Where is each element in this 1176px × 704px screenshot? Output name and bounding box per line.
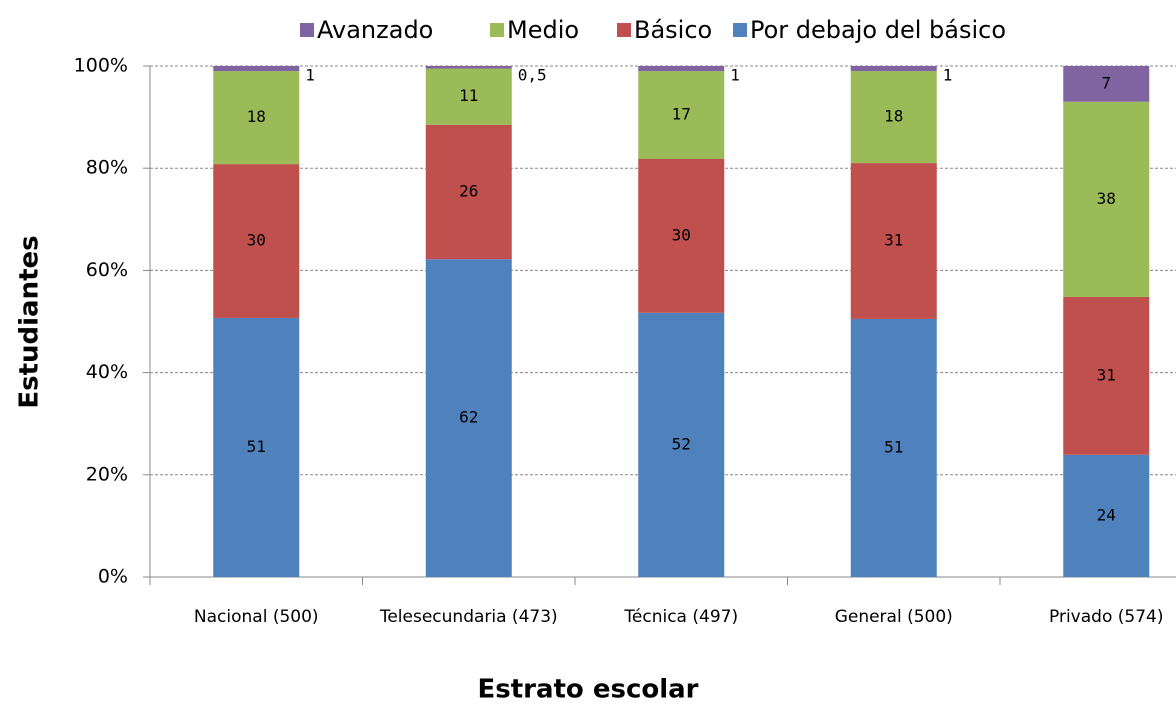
data-label: 31 (1097, 365, 1116, 384)
data-label: 52 (672, 434, 691, 453)
legend-label: Avanzado (317, 16, 433, 44)
bar-segment (638, 66, 725, 72)
data-label: 31 (884, 231, 903, 250)
bar-segment (425, 259, 512, 577)
x-tick-label: Nacional (500) (194, 607, 319, 627)
data-label: 30 (672, 225, 691, 244)
bar-segment (213, 164, 300, 318)
bar-segment (850, 71, 937, 164)
y-tick-label: 60% (86, 259, 128, 281)
y-tick-label: 40% (86, 361, 128, 383)
y-tick-label: 100% (74, 55, 128, 77)
bar-segment (850, 318, 937, 577)
bar-segment (425, 68, 512, 125)
bar-segment (1063, 66, 1150, 102)
data-label: 18 (884, 107, 903, 126)
data-label: 1 (730, 66, 740, 85)
bar-segment (850, 163, 937, 319)
data-label: 51 (247, 437, 266, 456)
bar-segment (638, 71, 725, 160)
data-label: 1 (305, 66, 315, 85)
data-label: 30 (247, 231, 266, 250)
bar-segment (638, 159, 725, 313)
data-label: 0,5 (518, 66, 547, 85)
bar-segment (850, 66, 937, 72)
legend-swatch (300, 23, 314, 37)
y-tick-label: 0% (98, 566, 128, 588)
data-label: 51 (884, 437, 903, 456)
bar-segment (1063, 454, 1150, 577)
legend-swatch (490, 23, 504, 37)
bar-segment (213, 71, 300, 165)
x-tick-label: Técnica (497) (623, 607, 738, 627)
bar-segment (425, 124, 512, 260)
y-axis-title: Estudiantes (15, 235, 45, 408)
data-label: 24 (1097, 505, 1116, 524)
x-axis-title: Estrato escolar (477, 675, 698, 704)
data-label: 18 (247, 107, 266, 126)
data-label: 62 (459, 408, 478, 427)
x-tick-label: General (500) (835, 607, 953, 627)
legend-label: Básico (634, 16, 712, 44)
x-tick-label: Privado (574) (1049, 607, 1163, 627)
data-label: 17 (672, 105, 691, 124)
x-tick-label: Telesecundaria (473) (379, 607, 558, 627)
legend-swatch (617, 23, 631, 37)
bar-segment (213, 66, 300, 72)
data-label: 38 (1097, 189, 1116, 208)
data-label: 7 (1101, 73, 1111, 92)
legend-label: Por debajo del básico (750, 16, 1006, 44)
data-label: 26 (459, 181, 478, 200)
y-tick-label: 80% (86, 157, 128, 179)
legend-swatch (733, 23, 747, 37)
bar-segment (638, 312, 725, 577)
data-label: 11 (459, 86, 478, 105)
data-label: 1 (943, 66, 953, 85)
bar-segment (1063, 296, 1150, 455)
bar-segment (1063, 101, 1150, 297)
y-tick-label: 20% (86, 463, 128, 485)
bar-segment (213, 317, 300, 577)
legend-label: Medio (507, 16, 579, 44)
bar-segment (425, 66, 512, 69)
